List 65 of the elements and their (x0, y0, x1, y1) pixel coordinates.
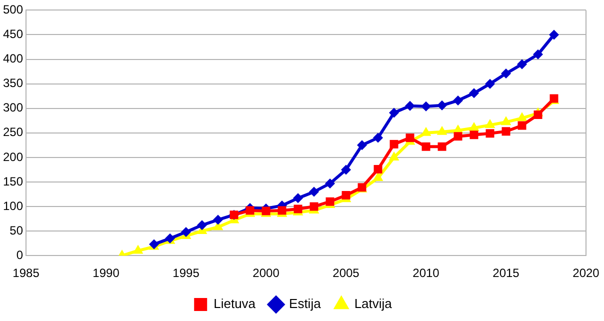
legend-label: Estija (289, 296, 322, 312)
point (373, 132, 384, 143)
point (454, 132, 462, 141)
point (485, 78, 496, 89)
point (516, 112, 528, 122)
point (342, 190, 350, 200)
point (534, 110, 542, 119)
point (517, 59, 528, 70)
x-tick-label: 2015 (492, 266, 520, 280)
point (293, 193, 304, 204)
point (453, 96, 464, 106)
point (484, 119, 496, 128)
point (422, 142, 430, 151)
point (389, 108, 400, 118)
point (533, 49, 543, 60)
point (420, 126, 432, 136)
point (437, 100, 448, 110)
x-tick-label: 1995 (172, 266, 200, 280)
x-tick-label: 2005 (332, 266, 360, 280)
point (326, 197, 334, 206)
point (438, 142, 446, 151)
point (310, 202, 318, 211)
x-tick-label: 1985 (12, 266, 40, 280)
point (469, 88, 480, 98)
point (502, 127, 510, 136)
y-tick-label: 500 (2, 2, 24, 17)
point (390, 140, 398, 148)
point (325, 178, 336, 188)
point (468, 122, 480, 131)
point (357, 140, 368, 150)
point (421, 101, 432, 112)
point (388, 151, 400, 160)
y-tick-label: 150 (2, 174, 24, 188)
legend-label: Lietuva (214, 296, 256, 312)
y-tick-label: 0 (16, 248, 24, 262)
point (374, 164, 382, 174)
y-tick-label: 450 (2, 27, 24, 42)
x-tick-label: 2010 (412, 266, 440, 280)
y-tick-label: 100 (2, 198, 24, 213)
y-tick-label: 50 (10, 223, 24, 238)
y-tick-label: 300 (2, 100, 24, 115)
point (132, 244, 144, 254)
point (486, 129, 494, 138)
point (470, 130, 478, 140)
point (501, 68, 512, 79)
point (181, 227, 192, 238)
x-tick-label: 2020 (572, 266, 600, 280)
point (341, 164, 352, 175)
point (518, 121, 526, 130)
point (549, 30, 559, 40)
point (500, 116, 512, 126)
y-tick-label: 200 (2, 150, 24, 164)
y-tick-label: 400 (2, 52, 24, 66)
point (436, 126, 448, 135)
point (372, 172, 384, 182)
legend-label: Latvija (354, 296, 393, 312)
point (406, 134, 414, 142)
y-tick-label: 350 (2, 76, 24, 90)
point (405, 100, 416, 111)
point (213, 214, 224, 225)
x-tick-label: 2000 (252, 266, 280, 280)
point (197, 220, 208, 230)
point (309, 186, 320, 197)
y-tick-label: 250 (2, 125, 24, 140)
x-tick-label: 1990 (92, 266, 120, 280)
